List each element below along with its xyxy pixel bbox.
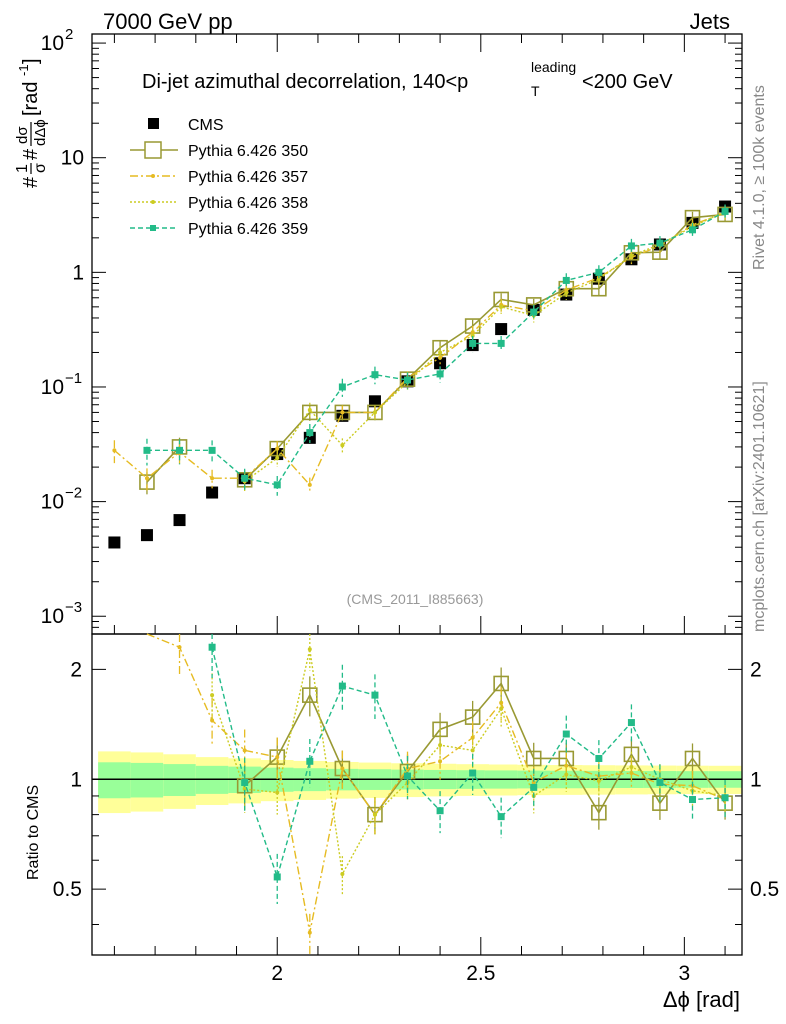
ratio-point bbox=[684, 750, 701, 767]
ratio-plot-frame bbox=[91, 633, 743, 956]
y-tick-label: 10 bbox=[41, 376, 64, 399]
ratio-point bbox=[340, 872, 345, 877]
series-pythia-6-426-357 bbox=[112, 207, 728, 954]
chart-title: Di-jet azimuthal decorrelation, 140<p le… bbox=[142, 59, 673, 99]
series-line bbox=[244, 210, 726, 482]
ratio-tick-label: 0.5 bbox=[53, 878, 82, 901]
x-tick-label: 3 bbox=[679, 962, 691, 985]
ratio-point bbox=[432, 721, 448, 738]
data-point bbox=[273, 481, 281, 489]
y-tick-label-exponent: 2 bbox=[65, 26, 73, 43]
cms-data-point bbox=[173, 514, 186, 527]
cms-data-point bbox=[140, 529, 153, 542]
data-point bbox=[627, 242, 635, 250]
series-pythia-6-426-350 bbox=[139, 206, 733, 835]
cms-data-point bbox=[368, 395, 381, 408]
y-axis-label: # 1 σ # dσ dΔϕ [rad -1 ] bbox=[14, 58, 49, 188]
legend-label-cms: CMS bbox=[188, 117, 224, 134]
y-tick-label: 10 bbox=[41, 491, 64, 514]
series-line bbox=[211, 647, 726, 880]
svg-text:#: # bbox=[20, 176, 42, 188]
y-axis-unit-exponent: -1 bbox=[16, 64, 31, 76]
ratio-band-stat bbox=[163, 764, 196, 797]
legend-label-pythia-359: Pythia 6.426 359 bbox=[188, 221, 308, 238]
ratio-point bbox=[242, 787, 247, 792]
y-tick-label-exponent: −3 bbox=[65, 599, 82, 616]
data-point bbox=[371, 371, 379, 379]
svg-text:dΔϕ: dΔϕ bbox=[32, 119, 49, 146]
svg-text:#: # bbox=[20, 148, 42, 160]
svg-text:1: 1 bbox=[14, 164, 31, 173]
y-tick-label-exponent: −2 bbox=[65, 485, 82, 502]
ratio-point bbox=[470, 748, 475, 753]
cms-data-point bbox=[206, 486, 219, 499]
y-tick-label: 10 bbox=[61, 147, 84, 170]
legend-item-pythia-357: Pythia 6.426 357 bbox=[130, 169, 308, 186]
series-line bbox=[244, 213, 726, 481]
chart-title-subscript: T bbox=[531, 83, 540, 99]
legend-item-cms: CMS bbox=[148, 117, 224, 134]
x-axis-label: Δϕ [rad] bbox=[663, 987, 740, 1012]
cms-data-point bbox=[495, 323, 508, 336]
mcplots-label: mcplots.cern.ch [arXiv:2401.10621] bbox=[751, 381, 768, 632]
data-marks bbox=[108, 200, 733, 954]
data-point bbox=[404, 376, 412, 384]
legend-label-pythia-357: Pythia 6.426 357 bbox=[188, 169, 308, 186]
chart-title-superscript: leading bbox=[531, 59, 576, 75]
ratio-axis-label: Ratio to CMS bbox=[25, 785, 42, 880]
data-point bbox=[595, 268, 603, 276]
data-point bbox=[530, 308, 538, 316]
ratio-point bbox=[307, 647, 312, 652]
data-point bbox=[688, 226, 696, 234]
ratio-tick-label: 1 bbox=[70, 768, 82, 791]
ratio-point bbox=[242, 748, 247, 753]
svg-text:σ: σ bbox=[32, 163, 49, 173]
ratio-point bbox=[591, 804, 607, 821]
header-process-label: Jets bbox=[690, 9, 730, 34]
ratio-point bbox=[497, 813, 505, 821]
ratio-uncertainty-bands bbox=[98, 751, 742, 814]
legend-item-pythia-359: Pythia 6.426 359 bbox=[130, 221, 308, 238]
ratio-point bbox=[273, 873, 281, 881]
legend: CMS Pythia 6.426 350 Pythia 6.426 357 Py… bbox=[130, 117, 308, 238]
ratio-tick-label-right: 2 bbox=[750, 658, 762, 681]
legend-label-pythia-358: Pythia 6.426 358 bbox=[188, 195, 308, 212]
y-tick-label: 1 bbox=[72, 261, 84, 284]
legend-item-pythia-350: Pythia 6.426 350 bbox=[130, 141, 308, 160]
series-pythia-6-426-359 bbox=[143, 204, 729, 904]
ratio-tick-label: 2 bbox=[70, 658, 82, 681]
legend-item-pythia-358: Pythia 6.426 358 bbox=[130, 195, 308, 212]
x-tick-label: 2 bbox=[271, 962, 283, 985]
y-axis-unit-close: ] bbox=[20, 58, 42, 64]
svg-text:dσ: dσ bbox=[14, 126, 31, 144]
y-tick-label: 10 bbox=[41, 605, 64, 628]
ratio-tick-label-right: 0.5 bbox=[750, 878, 779, 901]
cms-data-point bbox=[108, 536, 121, 549]
series-line bbox=[113, 212, 726, 487]
y-axis-unit: [rad bbox=[20, 82, 42, 116]
series-line bbox=[146, 210, 726, 486]
ratio-point bbox=[334, 760, 351, 777]
ratio-band-stat bbox=[98, 762, 131, 799]
chart-title-main: Di-jet azimuthal decorrelation, 140<p bbox=[142, 71, 468, 93]
ratio-band-stat bbox=[130, 762, 164, 798]
ratio-tick-label-right: 1 bbox=[750, 768, 762, 791]
data-point bbox=[436, 370, 444, 378]
y-tick-label: 10 bbox=[41, 32, 64, 55]
series-line bbox=[244, 681, 726, 816]
ratio-point bbox=[656, 778, 664, 786]
analysis-label: (CMS_2011_I885663) bbox=[347, 591, 484, 607]
rivet-version-label: Rivet 4.1.0, ≥ 100k events bbox=[751, 85, 768, 270]
header-energy-label: 7000 GeV pp bbox=[103, 9, 233, 34]
ratio-point bbox=[306, 757, 314, 765]
y-tick-label-exponent: −1 bbox=[65, 370, 82, 387]
chart-title-end: <200 GeV bbox=[582, 71, 673, 93]
x-tick-label: 2.5 bbox=[466, 962, 495, 985]
legend-label-pythia-350: Pythia 6.426 350 bbox=[188, 143, 308, 160]
